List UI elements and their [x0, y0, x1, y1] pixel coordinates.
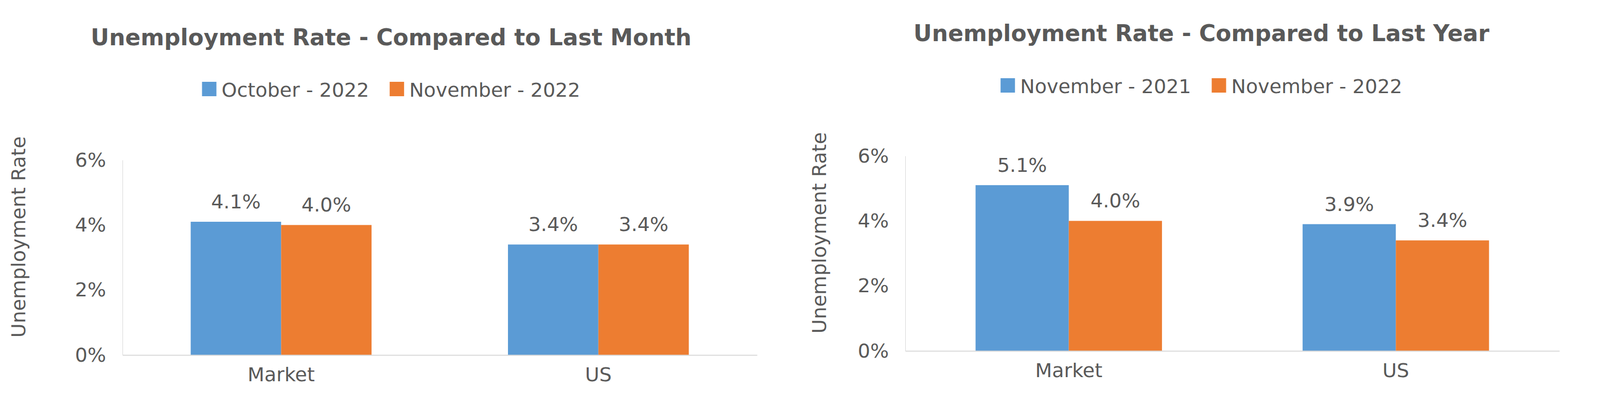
y-axis: 0% 2% 4% 6%: [857, 144, 906, 363]
y-tick: 0%: [857, 339, 906, 363]
y-tick-label: 0%: [75, 343, 107, 367]
legend-swatch: [389, 81, 404, 97]
legend-label: November - 2022: [1231, 75, 1403, 98]
legend-item: November - 2021: [1000, 75, 1191, 98]
x-tick: US: [585, 355, 612, 386]
legend-swatch: [1000, 78, 1015, 93]
y-tick-label: 2%: [857, 274, 889, 297]
bar: [1395, 240, 1489, 351]
y-axis-line: [122, 160, 123, 356]
y-tick: 4%: [857, 209, 906, 233]
y-tick-label: 4%: [75, 213, 107, 237]
chart-title: Unemployment Rate - Compared to Last Mon…: [90, 24, 692, 51]
y-axis: 0% 2% 4% 6%: [75, 148, 123, 367]
canvas: Unemployment Rate - Compared to Last Mon…: [0, 0, 1600, 408]
chart-title: Unemployment Rate - Compared to Last Yea…: [913, 20, 1490, 47]
bar: [975, 185, 1069, 351]
legend-label: October - 2022: [221, 78, 370, 102]
bars: [975, 185, 1490, 351]
y-tick: 0%: [75, 343, 123, 367]
x-tick-label: US: [585, 363, 612, 386]
bar: [1068, 220, 1163, 351]
x-tick: US: [1382, 350, 1410, 382]
chart-panel: Unemployment Rate - Compared to Last Yea…: [807, 20, 1560, 382]
y-tick: 2%: [857, 274, 906, 297]
data-label: 4.0%: [1090, 189, 1141, 213]
legend-item: November - 2022: [389, 78, 580, 102]
x-axis: Market US: [905, 350, 1560, 382]
y-tick: 2%: [75, 278, 123, 302]
data-label: 4.1%: [211, 190, 261, 214]
y-tick-label: 6%: [75, 148, 107, 172]
bar: [507, 244, 599, 356]
bar: [598, 244, 690, 356]
x-tick: Market: [1034, 350, 1103, 382]
data-label: 4.0%: [301, 193, 352, 217]
chart-panel: Unemployment Rate - Compared to Last Mon…: [7, 24, 758, 386]
data-labels: 5.1% 3.9% 4.0% 3.4%: [997, 153, 1468, 232]
legend: November - 2021 November - 2022: [1000, 75, 1403, 98]
y-tick: 6%: [75, 148, 123, 172]
data-label: 5.1%: [997, 153, 1048, 177]
y-tick: 6%: [857, 144, 906, 168]
legend-swatch: [202, 81, 217, 97]
legend-swatch: [1211, 78, 1227, 93]
bars: [190, 221, 690, 356]
data-label: 3.4%: [1417, 208, 1468, 232]
y-tick-label: 2%: [75, 278, 107, 302]
data-label: 3.9%: [1324, 192, 1375, 216]
x-tick-label: Market: [247, 363, 315, 386]
bar: [190, 221, 282, 356]
legend-label: November - 2022: [409, 78, 580, 102]
y-tick-label: 6%: [857, 144, 889, 168]
x-axis: Market US: [122, 355, 758, 386]
legend: October - 2022 November - 2022: [202, 78, 581, 102]
y-axis-line: [905, 156, 906, 352]
y-tick: 4%: [75, 213, 123, 237]
x-tick-label: US: [1382, 359, 1410, 382]
axis-title: Unemployment Rate: [807, 132, 831, 334]
data-label: 3.4%: [618, 213, 669, 236]
bar: [280, 224, 372, 356]
x-axis-line: [905, 350, 1560, 353]
bar: [1302, 224, 1396, 351]
legend-label: November - 2021: [1020, 75, 1191, 98]
x-axis-line: [122, 355, 758, 357]
axis-title: Unemployment Rate: [7, 136, 30, 338]
legend-item: November - 2022: [1211, 75, 1403, 98]
legend-item: October - 2022: [202, 78, 370, 102]
x-tick-label: Market: [1034, 359, 1103, 382]
data-labels: 4.1% 3.4% 4.0% 3.4%: [211, 190, 669, 236]
y-tick-label: 0%: [857, 339, 889, 363]
y-tick-label: 4%: [857, 209, 889, 233]
data-label: 3.4%: [528, 213, 579, 236]
x-tick: Market: [247, 355, 315, 386]
